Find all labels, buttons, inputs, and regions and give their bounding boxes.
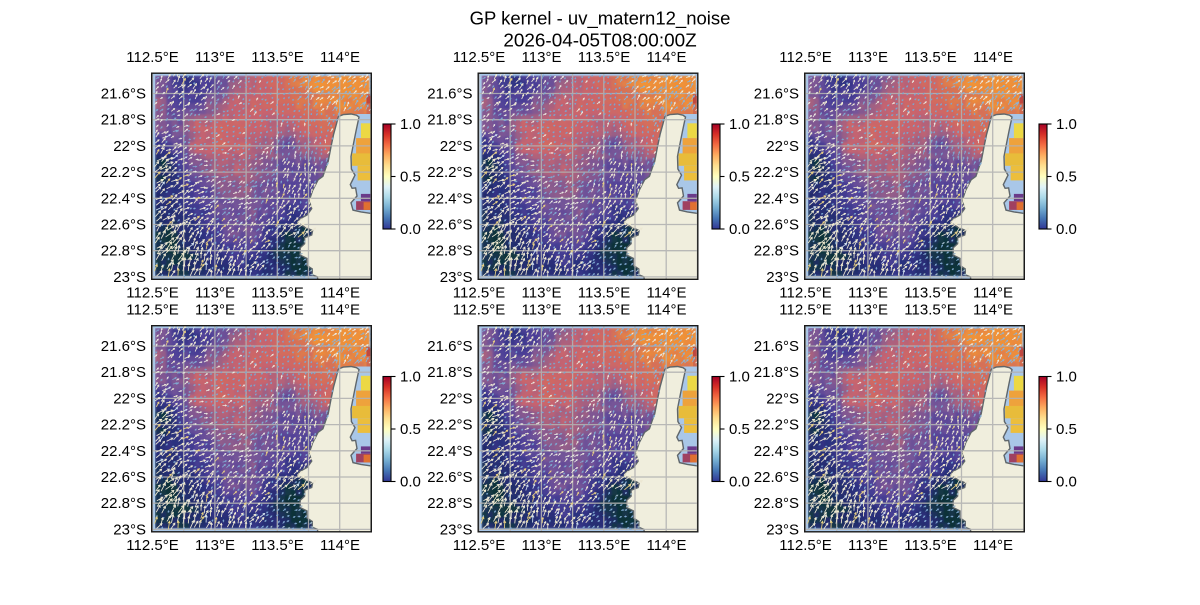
- svg-text:112.5°E: 112.5°E: [779, 302, 831, 319]
- svg-text:113.5°E: 113.5°E: [251, 302, 303, 319]
- svg-text:113°E: 113°E: [522, 285, 562, 302]
- svg-text:21.8°S: 21.8°S: [754, 112, 799, 129]
- svg-text:112.5°E: 112.5°E: [453, 49, 505, 66]
- svg-text:114°E: 114°E: [647, 49, 687, 66]
- svg-text:112.5°E: 112.5°E: [779, 49, 831, 66]
- svg-text:114°E: 114°E: [647, 537, 687, 554]
- svg-text:22°S: 22°S: [766, 138, 799, 155]
- svg-text:22.4°S: 22.4°S: [427, 190, 472, 207]
- svg-text:22.8°S: 22.8°S: [754, 495, 799, 512]
- svg-text:112.5°E: 112.5°E: [126, 285, 178, 302]
- svg-text:22.6°S: 22.6°S: [754, 469, 799, 486]
- svg-text:112.5°E: 112.5°E: [453, 302, 505, 319]
- svg-text:114°E: 114°E: [320, 302, 360, 319]
- svg-text:113.5°E: 113.5°E: [251, 285, 303, 302]
- svg-text:113.5°E: 113.5°E: [904, 49, 956, 66]
- svg-text:113.5°E: 113.5°E: [251, 49, 303, 66]
- svg-text:113.5°E: 113.5°E: [578, 285, 630, 302]
- svg-text:21.8°S: 21.8°S: [427, 364, 472, 381]
- svg-text:113°E: 113°E: [848, 537, 888, 554]
- svg-text:GP kernel - uv_matern12_noise: GP kernel - uv_matern12_noise: [470, 8, 731, 30]
- svg-text:114°E: 114°E: [973, 49, 1013, 66]
- svg-text:112.5°E: 112.5°E: [779, 537, 831, 554]
- svg-text:21.6°S: 21.6°S: [427, 86, 472, 103]
- svg-text:21.8°S: 21.8°S: [101, 364, 146, 381]
- svg-text:22.4°S: 22.4°S: [101, 443, 146, 460]
- svg-text:22.6°S: 22.6°S: [754, 217, 799, 234]
- svg-text:112.5°E: 112.5°E: [779, 285, 831, 302]
- svg-text:113°E: 113°E: [195, 302, 235, 319]
- svg-text:22.4°S: 22.4°S: [101, 190, 146, 207]
- svg-text:21.6°S: 21.6°S: [754, 86, 799, 103]
- svg-text:22.4°S: 22.4°S: [754, 443, 799, 460]
- svg-text:113.5°E: 113.5°E: [904, 285, 956, 302]
- svg-text:22°S: 22°S: [440, 138, 473, 155]
- svg-text:22°S: 22°S: [113, 138, 146, 155]
- svg-text:114°E: 114°E: [973, 302, 1013, 319]
- svg-text:113.5°E: 113.5°E: [578, 537, 630, 554]
- svg-text:114°E: 114°E: [320, 49, 360, 66]
- svg-text:22.8°S: 22.8°S: [427, 243, 472, 260]
- svg-text:112.5°E: 112.5°E: [453, 537, 505, 554]
- svg-text:113°E: 113°E: [848, 302, 888, 319]
- svg-text:22°S: 22°S: [113, 390, 146, 407]
- svg-text:113°E: 113°E: [195, 285, 235, 302]
- svg-text:114°E: 114°E: [647, 302, 687, 319]
- svg-text:112.5°E: 112.5°E: [126, 49, 178, 66]
- svg-text:114°E: 114°E: [320, 537, 360, 554]
- svg-text:113.5°E: 113.5°E: [251, 537, 303, 554]
- svg-text:113.5°E: 113.5°E: [904, 302, 956, 319]
- svg-text:112.5°E: 112.5°E: [126, 302, 178, 319]
- svg-text:114°E: 114°E: [973, 537, 1013, 554]
- svg-text:113°E: 113°E: [522, 537, 562, 554]
- svg-text:114°E: 114°E: [320, 285, 360, 302]
- svg-text:21.8°S: 21.8°S: [101, 112, 146, 129]
- svg-text:22.2°S: 22.2°S: [427, 164, 472, 181]
- svg-text:113°E: 113°E: [848, 285, 888, 302]
- svg-text:23°S: 23°S: [440, 521, 473, 538]
- svg-text:23°S: 23°S: [440, 269, 473, 286]
- svg-text:21.6°S: 21.6°S: [101, 86, 146, 103]
- svg-text:21.6°S: 21.6°S: [427, 338, 472, 355]
- svg-text:22.6°S: 22.6°S: [427, 217, 472, 234]
- svg-text:22.8°S: 22.8°S: [101, 495, 146, 512]
- svg-text:22.2°S: 22.2°S: [101, 417, 146, 434]
- svg-text:22.6°S: 22.6°S: [101, 217, 146, 234]
- svg-text:113°E: 113°E: [195, 537, 235, 554]
- svg-text:23°S: 23°S: [113, 269, 146, 286]
- svg-text:112.5°E: 112.5°E: [126, 537, 178, 554]
- svg-text:21.8°S: 21.8°S: [754, 364, 799, 381]
- svg-text:23°S: 23°S: [113, 521, 146, 538]
- svg-text:22.2°S: 22.2°S: [427, 417, 472, 434]
- svg-text:114°E: 114°E: [647, 285, 687, 302]
- svg-text:113.5°E: 113.5°E: [904, 537, 956, 554]
- svg-text:22.8°S: 22.8°S: [101, 243, 146, 260]
- svg-text:22°S: 22°S: [766, 390, 799, 407]
- svg-text:112.5°E: 112.5°E: [453, 285, 505, 302]
- svg-text:22.4°S: 22.4°S: [427, 443, 472, 460]
- svg-text:22.6°S: 22.6°S: [427, 469, 472, 486]
- svg-text:114°E: 114°E: [973, 285, 1013, 302]
- svg-text:22.8°S: 22.8°S: [754, 243, 799, 260]
- svg-text:22.2°S: 22.2°S: [101, 164, 146, 181]
- svg-text:22.4°S: 22.4°S: [754, 190, 799, 207]
- svg-text:113.5°E: 113.5°E: [578, 49, 630, 66]
- svg-text:22.6°S: 22.6°S: [101, 469, 146, 486]
- svg-text:21.6°S: 21.6°S: [754, 338, 799, 355]
- svg-text:22.8°S: 22.8°S: [427, 495, 472, 512]
- svg-text:113°E: 113°E: [848, 49, 888, 66]
- svg-text:21.6°S: 21.6°S: [101, 338, 146, 355]
- svg-text:22.2°S: 22.2°S: [754, 417, 799, 434]
- svg-text:22°S: 22°S: [440, 390, 473, 407]
- svg-text:113°E: 113°E: [522, 302, 562, 319]
- svg-text:22.2°S: 22.2°S: [754, 164, 799, 181]
- svg-text:113°E: 113°E: [522, 49, 562, 66]
- svg-text:113°E: 113°E: [195, 49, 235, 66]
- svg-text:21.8°S: 21.8°S: [427, 112, 472, 129]
- svg-text:2026-04-05T08:00:00Z: 2026-04-05T08:00:00Z: [503, 31, 696, 52]
- svg-text:23°S: 23°S: [766, 521, 799, 538]
- svg-text:113.5°E: 113.5°E: [578, 302, 630, 319]
- svg-text:23°S: 23°S: [766, 269, 799, 286]
